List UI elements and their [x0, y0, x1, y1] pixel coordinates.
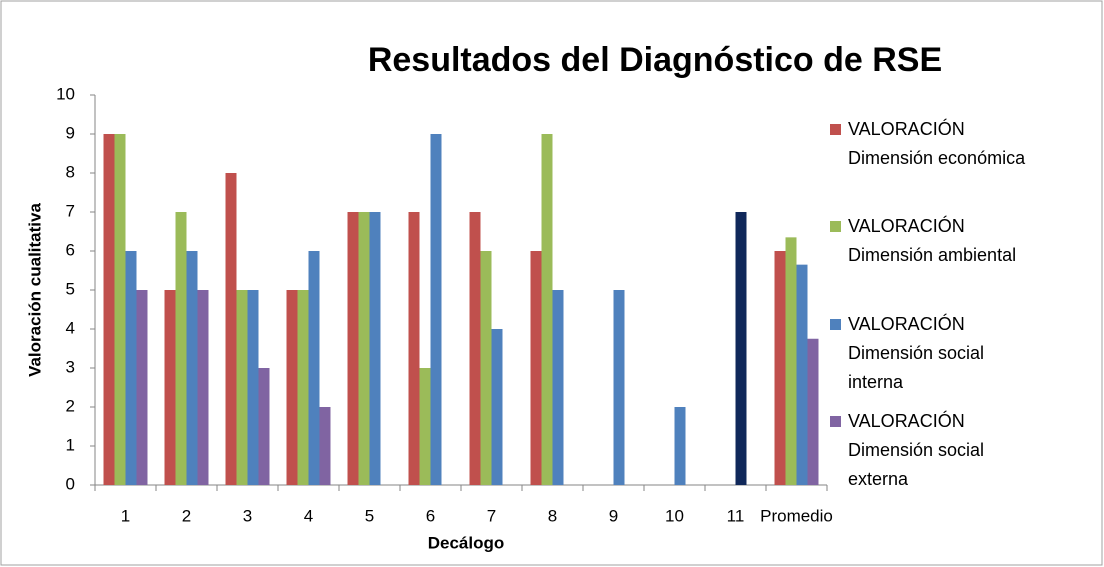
legend-entry: VALORACIÓN Dimensión social externa: [830, 407, 985, 494]
bar: [419, 368, 431, 485]
bar: [408, 212, 420, 485]
x-tick-label: Promedio: [760, 506, 833, 525]
legend-entry: VALORACIÓN Dimensión ambiental: [830, 212, 1017, 270]
y-tick-label: 4: [66, 318, 75, 337]
bar: [308, 251, 320, 485]
legend-swatch: [830, 221, 841, 232]
bar: [186, 251, 198, 485]
legend-entry: VALORACIÓN Dimensión social interna: [830, 310, 985, 397]
bar: [613, 290, 625, 485]
x-tick-label: 8: [548, 506, 557, 525]
bar: [247, 290, 259, 485]
bar: [480, 251, 492, 485]
bar: [369, 212, 381, 485]
x-tick-label: 6: [426, 506, 435, 525]
legend-label: VALORACIÓN Dimensión social interna: [848, 314, 985, 392]
y-tick-label: 9: [66, 123, 75, 142]
bar: [136, 290, 148, 485]
bar: [114, 134, 126, 485]
legend-label: VALORACIÓN Dimensión ambiental: [848, 216, 1017, 265]
legend-swatch: [830, 124, 841, 135]
bar: [258, 368, 270, 485]
legend-label: VALORACIÓN Dimensión social externa: [848, 411, 985, 489]
legend-swatch: [830, 319, 841, 330]
bar: [358, 212, 370, 485]
y-axis-label: Valoración cualitativa: [25, 203, 44, 377]
bar: [103, 134, 115, 485]
bar: [674, 407, 686, 485]
bar: [807, 338, 819, 485]
chart-title: Resultados del Diagnóstico de RSE: [368, 41, 942, 79]
bar: [225, 173, 237, 485]
y-tick-label: 8: [66, 162, 75, 181]
x-tick-label: 11: [727, 506, 745, 525]
y-tick-label: 5: [66, 279, 75, 298]
x-tick-label: 2: [182, 506, 191, 525]
x-tick-label: 9: [609, 506, 618, 525]
x-tick-label: 1: [121, 506, 130, 525]
bar: [125, 251, 137, 485]
bar: [286, 290, 298, 485]
bar: [297, 290, 309, 485]
bar: [796, 264, 808, 485]
bar: [319, 407, 331, 485]
y-tick-label: 3: [66, 357, 75, 376]
y-tick-label: 7: [66, 201, 75, 220]
bar: [469, 212, 481, 485]
bar: [774, 251, 786, 485]
y-tick-label: 10: [56, 84, 75, 103]
bar: [785, 237, 797, 485]
bar: [552, 290, 564, 485]
x-axis-label: Decálogo: [428, 533, 505, 552]
bar: [175, 212, 187, 485]
y-tick-label: 0: [66, 474, 75, 493]
x-tick-label: 3: [243, 506, 252, 525]
legend-label: VALORACIÓN Dimensión económica: [848, 119, 1026, 168]
y-tick-label: 2: [66, 396, 75, 415]
bar: [164, 290, 176, 485]
y-tick-label: 1: [66, 435, 75, 454]
bar: [430, 134, 442, 485]
y-tick-label: 6: [66, 240, 75, 259]
x-tick-label: 5: [365, 506, 374, 525]
bar: [530, 251, 542, 485]
legend-swatch: [830, 416, 841, 427]
bar: [735, 212, 747, 485]
legend-entry: VALORACIÓN Dimensión económica: [830, 115, 1026, 173]
bar: [541, 134, 553, 485]
bar: [197, 290, 209, 485]
bar: [491, 329, 503, 485]
x-tick-label: 10: [665, 506, 684, 525]
bar: [236, 290, 248, 485]
x-tick-label: 7: [487, 506, 496, 525]
x-tick-label: 4: [304, 506, 313, 525]
bar: [347, 212, 359, 485]
